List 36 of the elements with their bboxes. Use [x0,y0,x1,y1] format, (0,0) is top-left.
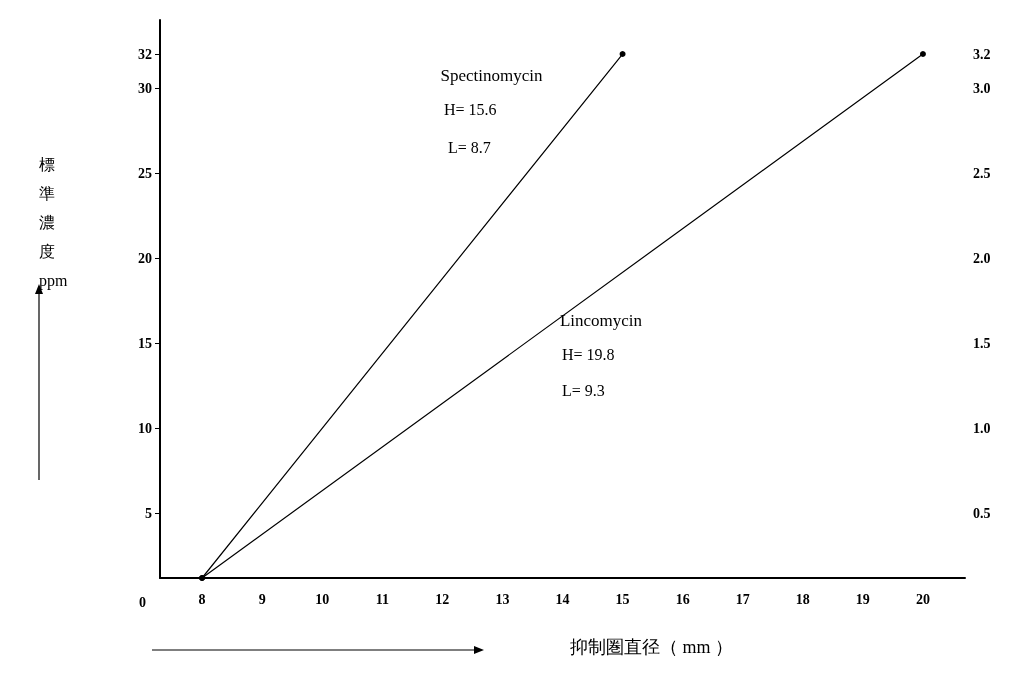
x-tick-label: 18 [795,591,810,607]
text: 0 [139,594,146,610]
y-tick-label: 30 [138,80,152,96]
x-tick-label: 19 [855,591,870,607]
x-tick-label: 14 [555,591,570,607]
x-tick-label: 12 [435,591,450,607]
y2-tick-label: 1.5 [973,335,991,351]
y-tick-label: 20 [138,250,152,266]
y-tick-label: 32 [138,46,152,62]
series-label: Lincomycin [559,310,643,330]
annotation: L= 8.7 [448,138,491,156]
x-tick-label: 17 [735,591,750,607]
y-tick-label: 25 [138,165,152,181]
x-tick-label: 16 [675,591,690,607]
annotation: H= 19.8 [562,345,615,363]
x-tick-label: 11 [375,591,389,607]
x-tick-label: 8 [198,591,206,607]
x-tick-label: 15 [615,591,630,607]
x-tick-label: 10 [315,591,330,607]
y-tick-label: 10 [138,420,152,436]
x-axis-title: 抑制圏直径（ mm ） [570,637,734,657]
x-tick-label: 9 [258,591,266,607]
x-tick-label: 20 [915,591,930,607]
annotation: L= 9.3 [562,381,605,399]
annotation: H= 15.6 [444,100,497,118]
x-tick-label: 13 [495,591,510,607]
y2-tick-label: 2.5 [973,165,991,181]
y-axis-title: 標準濃度 ppm [39,156,68,290]
y2-tick-label: 3.2 [973,46,991,62]
text: Spectinomycin [440,65,544,85]
y2-tick-label: 2.0 [973,250,991,266]
y2-tick-label: 1.0 [973,420,991,436]
y2-tick-label: 3.0 [973,80,991,96]
y2-tick-label: 0.5 [973,505,991,521]
y-tick-label: 15 [138,335,152,351]
y-tick-label: 5 [145,505,152,521]
